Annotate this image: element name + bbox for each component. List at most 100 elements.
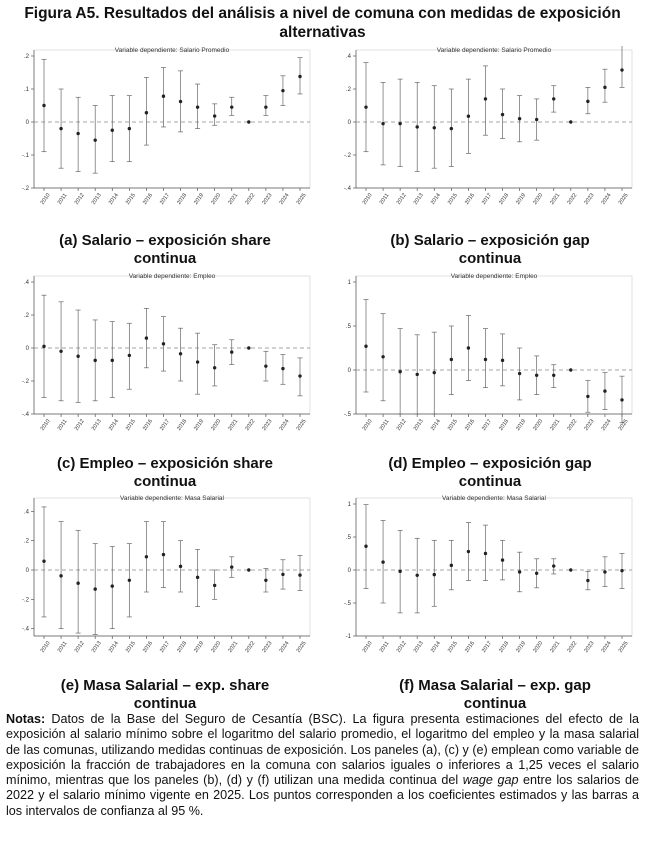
x-tick-label: 2022 [244, 192, 256, 205]
coef-point [449, 563, 454, 568]
x-tick-label: 2017 [159, 192, 171, 205]
coef-point [500, 558, 505, 562]
x-tick-label: 2010 [40, 640, 52, 653]
y-tick-label: -1 [346, 634, 352, 640]
coef-point [466, 114, 471, 118]
coef-point [161, 552, 166, 557]
x-tick-label: 2011 [379, 641, 391, 654]
plot-frame [33, 497, 311, 637]
y-tick-label: -.5 [344, 601, 352, 607]
y-tick-label: .1 [24, 87, 30, 93]
x-tick-label: 2013 [413, 192, 425, 205]
x-tick-label: 2017 [481, 418, 493, 431]
coef-point [534, 571, 539, 575]
coef-point [466, 346, 471, 350]
chart-title: Variable dependiente: Salario Promedio [115, 47, 230, 54]
x-tick-label: 2021 [549, 418, 561, 431]
coef-point [449, 126, 454, 131]
coef-point [195, 575, 200, 580]
x-tick-label: 2013 [91, 192, 103, 205]
x-tick-label: 2024 [601, 640, 613, 653]
coef-point [620, 568, 624, 573]
x-tick-label: 2024 [279, 418, 291, 431]
coef-point [381, 121, 385, 126]
coef-point [603, 85, 607, 90]
x-tick-label: 2010 [362, 192, 374, 205]
coef-point [93, 587, 97, 591]
y-tick-label: .5 [346, 324, 352, 330]
x-tick-label: 2016 [464, 418, 476, 431]
x-tick-label: 2012 [396, 640, 408, 653]
coef-point [247, 568, 251, 572]
x-tick-label: 2024 [279, 192, 291, 205]
x-tick-label: 2018 [498, 418, 510, 431]
x-tick-label: 2022 [566, 640, 578, 653]
coef-point [212, 583, 217, 588]
coef-point [432, 126, 436, 130]
coef-point [466, 549, 471, 554]
x-tick-label: 2014 [108, 418, 120, 431]
coef-point [42, 103, 46, 108]
x-tick-label: 2020 [210, 640, 222, 653]
coef-point [364, 544, 368, 548]
coef-point [364, 344, 368, 348]
chart-a-svg: Variable dependiente: Salario Promedio -.… [22, 47, 311, 206]
plot-frame [355, 497, 633, 637]
coef-point [432, 572, 436, 577]
y-tick-label: 0 [348, 120, 352, 126]
x-tick-label: 2022 [566, 418, 578, 431]
x-tick-label: 2024 [601, 418, 613, 431]
coef-point [603, 389, 607, 393]
x-tick-label: 2014 [430, 640, 442, 653]
coef-point [281, 572, 285, 577]
coef-point [298, 74, 302, 79]
x-tick-label: 2025 [296, 192, 308, 205]
x-tick-label: 2018 [176, 192, 188, 205]
coef-point [161, 342, 166, 346]
y-tick-label: .4 [24, 509, 30, 515]
figure-notes: Notas: Datos de la Base del Seguro de Ce… [6, 712, 639, 819]
x-tick-label: 2016 [142, 192, 154, 205]
panel-b: Variable dependiente: Salario Promedio -.… [330, 46, 640, 214]
coef-point [144, 336, 149, 340]
coef-point [398, 569, 402, 574]
coef-point [586, 578, 590, 583]
coef-point [517, 570, 522, 574]
coef-point [247, 346, 251, 350]
x-tick-label: 2014 [430, 192, 442, 205]
x-tick-label: 2020 [532, 192, 544, 205]
y-tick-label: 0 [348, 568, 352, 574]
y-tick-label: .2 [346, 87, 352, 93]
coef-point [620, 398, 624, 402]
coef-point [59, 574, 63, 578]
x-tick-label: 2025 [618, 640, 630, 653]
coef-point [398, 370, 402, 374]
chart-title: Variable dependiente: Masa Salarial [442, 495, 547, 502]
coef-point [247, 120, 251, 124]
coef-point [178, 352, 183, 356]
coef-point [483, 551, 488, 556]
x-tick-label: 2024 [279, 640, 291, 653]
x-tick-label: 2011 [379, 419, 391, 432]
chart-title: Variable dependiente: Empleo [451, 273, 538, 280]
coef-point [144, 111, 149, 115]
coef-point [398, 121, 402, 126]
coef-point [534, 117, 539, 122]
x-tick-label: 2011 [379, 193, 391, 206]
x-tick-label: 2015 [125, 418, 137, 431]
x-tick-label: 2015 [447, 640, 459, 653]
y-tick-label: 0 [26, 120, 30, 126]
coef-point [264, 364, 268, 368]
coef-point [500, 358, 505, 363]
chart-title: Variable dependiente: Empleo [129, 273, 216, 280]
coef-point [298, 374, 302, 378]
caption-d: (d) Empleo – exposición gap continua [388, 455, 592, 490]
y-tick-label: .2 [24, 54, 30, 60]
coef-point [230, 350, 234, 354]
coef-point [110, 128, 114, 132]
x-tick-label: 2021 [227, 640, 239, 653]
x-tick-label: 2023 [584, 640, 596, 653]
coef-point [76, 581, 80, 585]
x-tick-label: 2012 [74, 418, 86, 431]
x-tick-label: 2010 [362, 418, 374, 431]
